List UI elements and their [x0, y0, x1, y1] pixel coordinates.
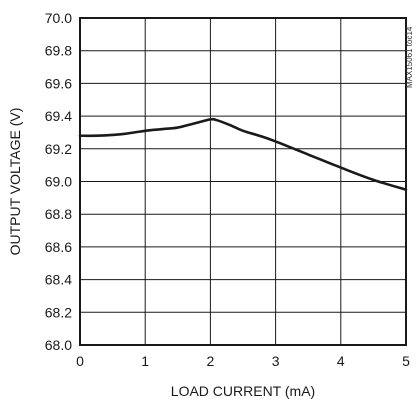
y-tick-label: 68.4: [45, 272, 72, 288]
y-tick-labels: 68.0 68.2 68.4 68.6 68.8 69.0 69.2 69.4 69.6 69.8…: [45, 10, 72, 353]
x-tick-label: 4: [337, 353, 345, 369]
x-tick-label: 0: [76, 353, 84, 369]
y-tick-label: 69.0: [45, 174, 72, 190]
y-tick-label: 68.8: [45, 206, 72, 222]
y-tick-label: 69.2: [45, 141, 72, 157]
plot-frame: [79, 17, 407, 346]
y-tick-label: 70.0: [45, 10, 72, 26]
x-tick-labels: 0 1 2 3 4 5: [76, 353, 410, 369]
x-tick-label: 2: [207, 353, 215, 369]
x-tick-label: 3: [272, 353, 280, 369]
y-tick-label: 68.0: [45, 337, 72, 353]
y-axis-label: OUTPUT VOLTAGE (V): [7, 108, 23, 256]
chart-code-label: MAX15061 toc14: [405, 26, 414, 88]
y-tick-label: 69.4: [45, 108, 72, 124]
y-tick-label: 69.6: [45, 75, 72, 91]
y-tick-label: 68.6: [45, 239, 72, 255]
series-lines: [78, 117, 408, 191]
y-tick-label: 69.8: [45, 43, 72, 59]
x-tick-label: 1: [141, 353, 149, 369]
y-tick-label: 68.2: [45, 304, 72, 320]
series-line-1: [78, 117, 408, 191]
grid-lines: [80, 18, 406, 345]
x-axis-label: LOAD CURRENT (mA): [171, 383, 315, 399]
x-tick-label: 5: [402, 353, 410, 369]
